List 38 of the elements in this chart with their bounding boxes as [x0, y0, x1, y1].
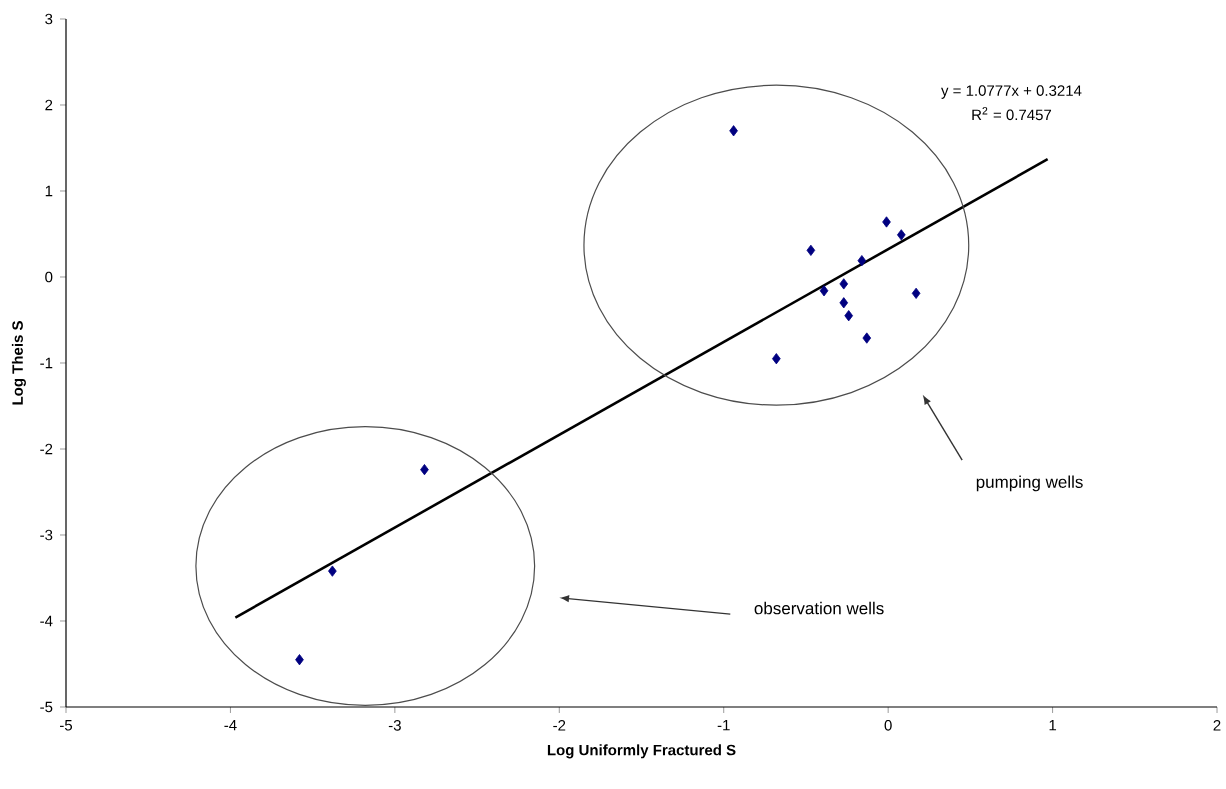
point — [729, 125, 738, 137]
point — [819, 285, 829, 297]
annotation: R$^{2}$ = 0.7457 — [972, 107, 1052, 121]
y-tick-label: 3 — [45, 13, 53, 25]
y-tick-label: -1 — [40, 357, 53, 369]
x-tick-label: -3 — [388, 720, 401, 731]
point — [857, 255, 867, 267]
annotation: y = 1.0777x + 0.3214 — [941, 85, 1082, 99]
annotation: pumping wells — [976, 475, 1083, 492]
point — [911, 287, 921, 299]
y-tick-label: 1 — [45, 185, 53, 197]
point — [328, 565, 337, 577]
point — [882, 216, 891, 228]
y-axis-title: Log Theis S — [11, 321, 26, 405]
y-tick-label: 2 — [45, 99, 53, 111]
x-tick-label: 2 — [1213, 720, 1221, 731]
point — [862, 332, 872, 344]
point — [295, 654, 304, 666]
point — [806, 244, 816, 256]
point — [844, 310, 853, 322]
x-tick-label: -5 — [59, 720, 73, 731]
annotation: observation wells — [754, 601, 884, 615]
point — [839, 278, 849, 290]
x-tick-label: 0 — [884, 720, 892, 731]
y-tick-label: -4 — [40, 615, 53, 627]
x-tick-label: -1 — [717, 720, 730, 731]
x-tick-label: -2 — [553, 720, 566, 731]
y-tick-label: 0 — [45, 271, 53, 283]
y-tick-label: -2 — [40, 443, 53, 455]
point — [772, 353, 781, 365]
y-tick-label: -3 — [40, 529, 53, 541]
x-tick-label: 1 — [1049, 720, 1057, 731]
x-axis-title: Log Uniformly Fractured S — [547, 744, 736, 759]
point — [420, 464, 429, 476]
point — [897, 229, 906, 241]
x-tick-label: -4 — [224, 720, 237, 731]
y-tick-label: -5 — [40, 701, 53, 713]
point — [839, 297, 849, 309]
